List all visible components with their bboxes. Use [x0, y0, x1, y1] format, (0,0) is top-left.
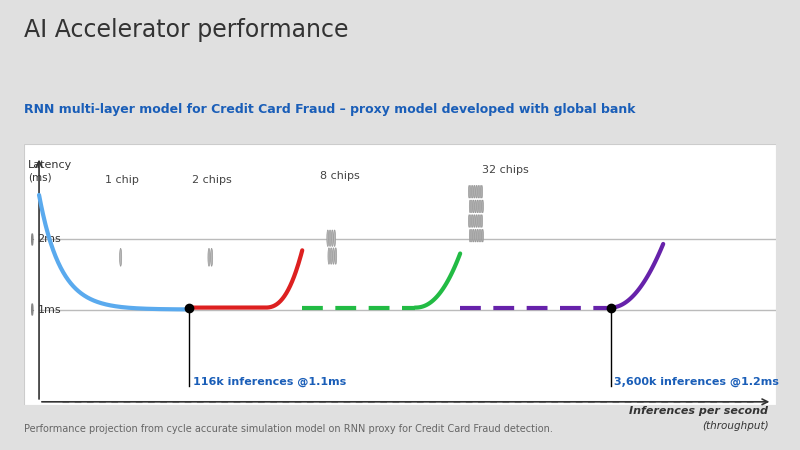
- Text: RNN multi-layer model for Credit Card Fraud – proxy model developed with global : RNN multi-layer model for Credit Card Fr…: [24, 104, 635, 117]
- Circle shape: [334, 230, 335, 247]
- Circle shape: [329, 230, 331, 247]
- Circle shape: [477, 200, 478, 213]
- Circle shape: [482, 230, 483, 242]
- Text: Performance projection from cycle accurate simulation model on RNN proxy for Cre: Performance projection from cycle accura…: [24, 424, 553, 434]
- Circle shape: [470, 185, 472, 198]
- Circle shape: [119, 248, 122, 266]
- Circle shape: [478, 200, 480, 213]
- Text: 2ms: 2ms: [38, 234, 62, 244]
- Circle shape: [210, 248, 213, 266]
- Circle shape: [473, 200, 474, 213]
- Circle shape: [331, 230, 334, 247]
- Circle shape: [480, 200, 482, 213]
- Text: AI Accelerator performance: AI Accelerator performance: [24, 18, 349, 42]
- Circle shape: [334, 248, 337, 264]
- Circle shape: [479, 185, 481, 198]
- Circle shape: [473, 230, 474, 242]
- Circle shape: [470, 200, 471, 213]
- Circle shape: [474, 230, 476, 242]
- Circle shape: [327, 230, 329, 247]
- Circle shape: [208, 248, 210, 266]
- Circle shape: [479, 215, 481, 227]
- Text: 2 chips: 2 chips: [192, 176, 232, 185]
- Circle shape: [470, 230, 471, 242]
- Circle shape: [474, 215, 475, 227]
- Circle shape: [333, 248, 334, 264]
- Circle shape: [480, 230, 482, 242]
- Text: (ms): (ms): [28, 173, 51, 183]
- Circle shape: [470, 215, 472, 227]
- Text: Latency: Latency: [28, 160, 72, 170]
- Circle shape: [472, 185, 474, 198]
- Circle shape: [476, 215, 477, 227]
- Circle shape: [476, 185, 477, 198]
- Circle shape: [477, 230, 478, 242]
- Text: 1ms: 1ms: [38, 305, 61, 315]
- Circle shape: [478, 185, 479, 198]
- Circle shape: [469, 185, 470, 198]
- Circle shape: [469, 215, 470, 227]
- Circle shape: [330, 248, 332, 264]
- Text: 116k inferences @1.1ms: 116k inferences @1.1ms: [194, 376, 346, 387]
- Circle shape: [478, 230, 480, 242]
- Circle shape: [328, 248, 330, 264]
- Text: 3,600k inferences @1.2ms: 3,600k inferences @1.2ms: [614, 376, 779, 387]
- Circle shape: [474, 200, 476, 213]
- Circle shape: [481, 215, 482, 227]
- Text: Inferences per second: Inferences per second: [630, 406, 769, 416]
- Circle shape: [474, 185, 475, 198]
- Text: (throughput): (throughput): [702, 421, 769, 431]
- Text: 32 chips: 32 chips: [482, 165, 529, 175]
- Text: 8 chips: 8 chips: [320, 171, 360, 181]
- Circle shape: [471, 200, 473, 213]
- Circle shape: [472, 215, 474, 227]
- Circle shape: [482, 200, 483, 213]
- Circle shape: [478, 215, 479, 227]
- Circle shape: [471, 230, 473, 242]
- Text: 1 chip: 1 chip: [105, 176, 138, 185]
- Circle shape: [481, 185, 482, 198]
